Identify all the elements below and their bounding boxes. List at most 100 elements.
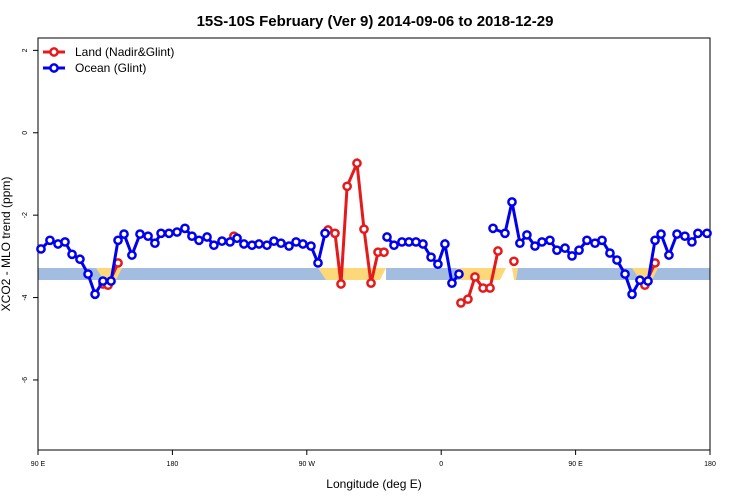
series-point	[454, 269, 464, 279]
series-point	[284, 241, 294, 251]
y-tick-label: -2	[22, 212, 29, 218]
series-point	[664, 250, 674, 260]
series-point	[488, 223, 498, 234]
series-point	[127, 250, 137, 260]
series-point	[650, 235, 660, 246]
legend-label: Land (Nadir&Glint)	[75, 45, 174, 59]
series-point	[342, 181, 352, 192]
series-point	[545, 235, 555, 246]
series-point	[426, 252, 436, 263]
series-point	[113, 235, 123, 246]
series-point	[537, 237, 547, 247]
series-point	[67, 249, 77, 260]
series-point	[567, 251, 577, 261]
y-tick-label: -4	[22, 294, 29, 300]
series-point	[239, 239, 249, 249]
series-point	[456, 298, 466, 308]
series-point	[119, 229, 129, 239]
series-line	[327, 157, 385, 285]
chart-title: 15S-10S February (Ver 9) 2014-09-06 to 2…	[197, 13, 554, 30]
series-point	[500, 228, 510, 239]
series-point	[620, 269, 630, 279]
series-point	[680, 231, 690, 242]
series-point	[180, 223, 190, 234]
series-point	[306, 241, 316, 251]
series-point	[366, 278, 376, 288]
series-point	[135, 229, 145, 239]
series-point	[209, 240, 219, 251]
series-point	[693, 228, 703, 239]
y-tick-label: -6	[22, 377, 29, 383]
series-point	[276, 238, 286, 249]
plot-frame	[37, 37, 711, 451]
series-point	[336, 279, 346, 289]
series-point	[83, 269, 93, 279]
series-point	[225, 237, 235, 247]
series-point	[262, 240, 272, 251]
series-point	[36, 244, 46, 254]
series-point	[440, 239, 450, 249]
series-point	[254, 239, 264, 249]
series-point	[60, 237, 70, 247]
series-point	[635, 275, 645, 286]
series-point	[187, 231, 197, 242]
series-point	[672, 229, 682, 239]
series-point	[574, 245, 584, 256]
series-point	[447, 278, 457, 288]
x-tick-label: 180	[704, 461, 716, 468]
series-point	[433, 259, 443, 270]
series-point	[463, 294, 473, 305]
series-point	[156, 228, 166, 239]
series-point	[164, 228, 174, 239]
ocean-band	[516, 268, 710, 280]
series-point	[90, 289, 100, 300]
series-point	[643, 276, 653, 286]
series-point	[552, 245, 562, 256]
series-point	[352, 158, 362, 169]
series-point	[143, 231, 153, 242]
series-point	[320, 228, 330, 239]
y-tick-label: 2	[22, 48, 29, 52]
series-point	[470, 272, 480, 282]
series-point	[379, 247, 389, 258]
series-point	[485, 283, 495, 293]
y-axis-label: XCO2 - MLO trend (ppm)	[0, 177, 13, 312]
series-point	[330, 228, 340, 239]
series-point	[98, 276, 108, 286]
series-point	[627, 289, 637, 300]
series-point	[509, 256, 519, 267]
series-point	[217, 236, 227, 246]
series-point	[382, 232, 392, 242]
series-point	[45, 235, 55, 246]
series-point	[389, 240, 399, 251]
ocean-band	[386, 268, 460, 280]
y-tick-label: 0	[22, 131, 29, 135]
series-point	[232, 233, 242, 244]
series-point	[515, 238, 525, 249]
x-tick-label: 180	[167, 461, 179, 468]
land-band	[512, 268, 518, 280]
series-point	[418, 239, 428, 249]
series-point	[493, 246, 503, 256]
series-point	[359, 224, 369, 235]
series-point	[106, 276, 116, 286]
series-point	[597, 235, 607, 246]
series-point	[612, 255, 622, 265]
series-point	[298, 239, 308, 249]
series-point	[702, 228, 712, 239]
series-point	[605, 248, 615, 258]
series-point	[656, 229, 666, 239]
series-point	[202, 232, 212, 242]
legend-marker	[49, 63, 59, 73]
series-point	[522, 230, 532, 240]
series-point	[75, 254, 85, 265]
series-point	[530, 241, 540, 251]
series-point	[172, 227, 182, 237]
x-tick-label: 90 W	[299, 461, 316, 468]
series-point	[687, 237, 697, 247]
x-axis-label: Longitude (deg E)	[326, 477, 421, 491]
series-line	[492, 201, 708, 298]
series-point	[313, 258, 323, 268]
land-band	[318, 268, 386, 280]
